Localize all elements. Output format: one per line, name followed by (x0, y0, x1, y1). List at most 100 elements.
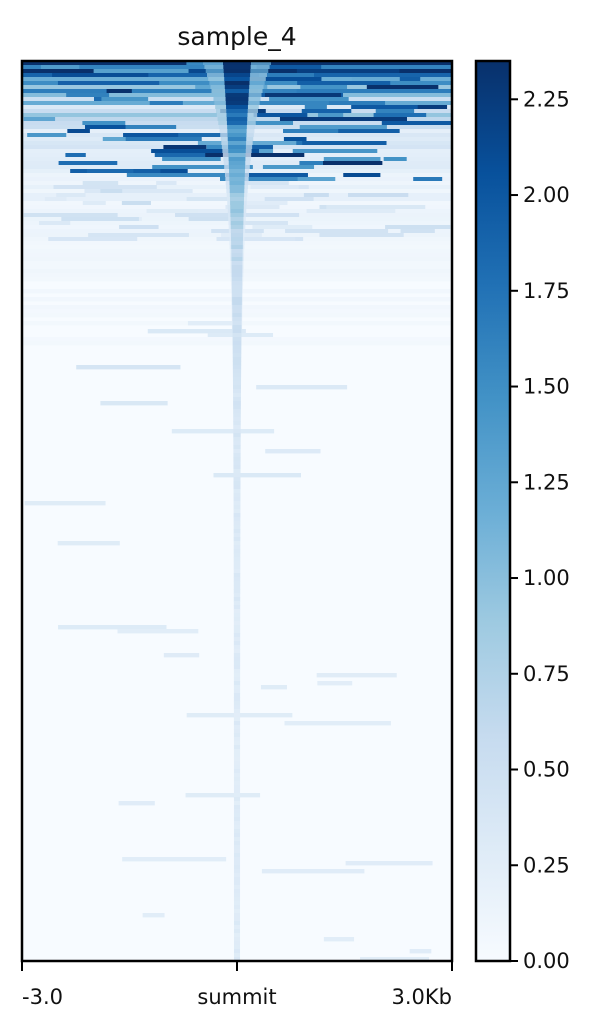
heatmap-streak (197, 209, 243, 214)
heatmap-streak (261, 869, 365, 874)
heatmap-summit-cell (232, 329, 242, 334)
heatmap-summit-cell (233, 561, 241, 566)
heatmap-streak (351, 105, 418, 110)
heatmap-summit-cell (233, 789, 241, 794)
heatmap-summit-cell (233, 609, 241, 614)
heatmap-summit-cell (233, 769, 241, 774)
heatmap-summit-cell (233, 593, 241, 598)
heatmap-summit-cell (229, 169, 245, 174)
heatmap-summit-cell (233, 733, 241, 738)
heatmap-summit-cell (233, 957, 241, 962)
heatmap-summit-cell (233, 949, 241, 954)
heatmap-streak (82, 121, 126, 126)
heatmap-summit-cell (233, 701, 241, 706)
heatmap-streak (316, 673, 397, 678)
heatmap-summit-cell (232, 377, 242, 382)
heatmap-streak (304, 105, 327, 110)
heatmap-summit-cell (227, 137, 247, 142)
heatmap-summit-cell (231, 277, 243, 282)
heatmap-summit-cell (232, 381, 242, 386)
heatmap-summit-cell (233, 621, 241, 626)
colorbar-frame (474, 59, 512, 963)
heatmap-summit-cell (233, 449, 241, 454)
heatmap-streak (303, 117, 407, 122)
heatmap-summit-cell (233, 917, 241, 922)
heatmap-streak (323, 937, 355, 942)
heatmap-summit-cell (233, 537, 241, 542)
heatmap-summit-cell (233, 941, 241, 946)
heatmap-streak (284, 721, 391, 726)
heatmap-summit-cell (226, 117, 248, 122)
heatmap-summit-cell (231, 237, 243, 242)
colorbar-tick-label-3: 0.75 (523, 662, 570, 686)
colorbar-tick-label-4: 1.00 (523, 566, 570, 590)
heatmap-streak (100, 401, 168, 406)
heatmap-summit-cell (233, 441, 241, 446)
heatmap-summit-cell (229, 197, 245, 202)
heatmap-summit-cell (233, 837, 241, 842)
heatmap-streak (142, 913, 165, 918)
heatmap-summit-cell (233, 825, 241, 830)
heatmap-streak (154, 153, 214, 158)
heatmap-summit-cell (233, 741, 241, 746)
heatmap-summit-cell (231, 265, 243, 270)
heatmap-summit-cell (233, 785, 241, 790)
heatmap-summit-cell (233, 425, 241, 430)
heatmap-summit-cell (233, 881, 241, 886)
heatmap-summit-cell (233, 817, 241, 822)
heatmap-summit-cell (233, 877, 241, 882)
heatmap-summit-cell (233, 617, 241, 622)
heatmap-summit-cell (230, 213, 244, 218)
heatmap-streak (319, 233, 404, 238)
heatmap-streak (345, 861, 433, 866)
heatmap-streak (323, 157, 381, 162)
heatmap-summit-cell (231, 273, 243, 278)
heatmap-summit-cell (232, 357, 242, 362)
heatmap-streak (301, 109, 352, 114)
heatmap-summit-cell (233, 933, 241, 938)
heatmap-summit-cell (233, 729, 241, 734)
heatmap-summit-cell (233, 541, 241, 546)
heatmap-summit-cell (233, 521, 241, 526)
heatmap-summit-cell (232, 297, 242, 302)
heatmap-summit-cell (232, 369, 242, 374)
heatmap-summit-cell (232, 373, 242, 378)
heatmap-summit-cell (233, 549, 241, 554)
heatmap-summit-cell (232, 337, 242, 342)
heatmap-plot (22, 61, 452, 962)
heatmap-summit-cell (232, 301, 242, 306)
heatmap-summit-cell (233, 689, 241, 694)
heatmap-summit-cell (225, 101, 249, 106)
heatmap-summit-cell (233, 409, 241, 414)
heatmap-streak (375, 109, 415, 114)
heatmap-summit-cell (233, 753, 241, 758)
heatmap-summit-cell (233, 461, 241, 466)
heatmap-summit-cell (233, 649, 241, 654)
heatmap-streak (348, 193, 409, 198)
heatmap-summit-cell (233, 417, 241, 422)
heatmap-summit-cell (229, 173, 245, 178)
heatmap-streak (65, 153, 86, 158)
heatmap-summit-cell (223, 69, 251, 74)
heatmap-summit-cell (233, 469, 241, 474)
heatmap-summit-cell (233, 845, 241, 850)
heatmap-summit-cell (232, 317, 242, 322)
heatmap-summit-cell (233, 897, 241, 902)
heatmap-streak (123, 133, 179, 138)
heatmap-summit-cell (233, 493, 241, 498)
heatmap-summit-cell (233, 721, 241, 726)
heatmap-summit-cell (231, 261, 243, 266)
heatmap-streak (57, 81, 160, 86)
colorbar-tick-label-6: 1.50 (523, 375, 570, 399)
heatmap-summit-cell (233, 777, 241, 782)
heatmap-streak (240, 121, 294, 126)
heatmap-streak (317, 681, 353, 686)
heatmap-streak (57, 541, 120, 546)
heatmap-summit-cell (233, 725, 241, 730)
heatmap-streak (258, 73, 315, 78)
heatmap-streak (151, 149, 260, 154)
heatmap-streak (373, 113, 427, 118)
heatmap-summit-cell (233, 437, 241, 442)
heatmap-summit-cell (233, 393, 241, 398)
colorbar-ticks: 0.00 0.25 0.50 0.75 1.00 1.25 1.50 1.75 2.00 2.25 (510, 87, 570, 973)
